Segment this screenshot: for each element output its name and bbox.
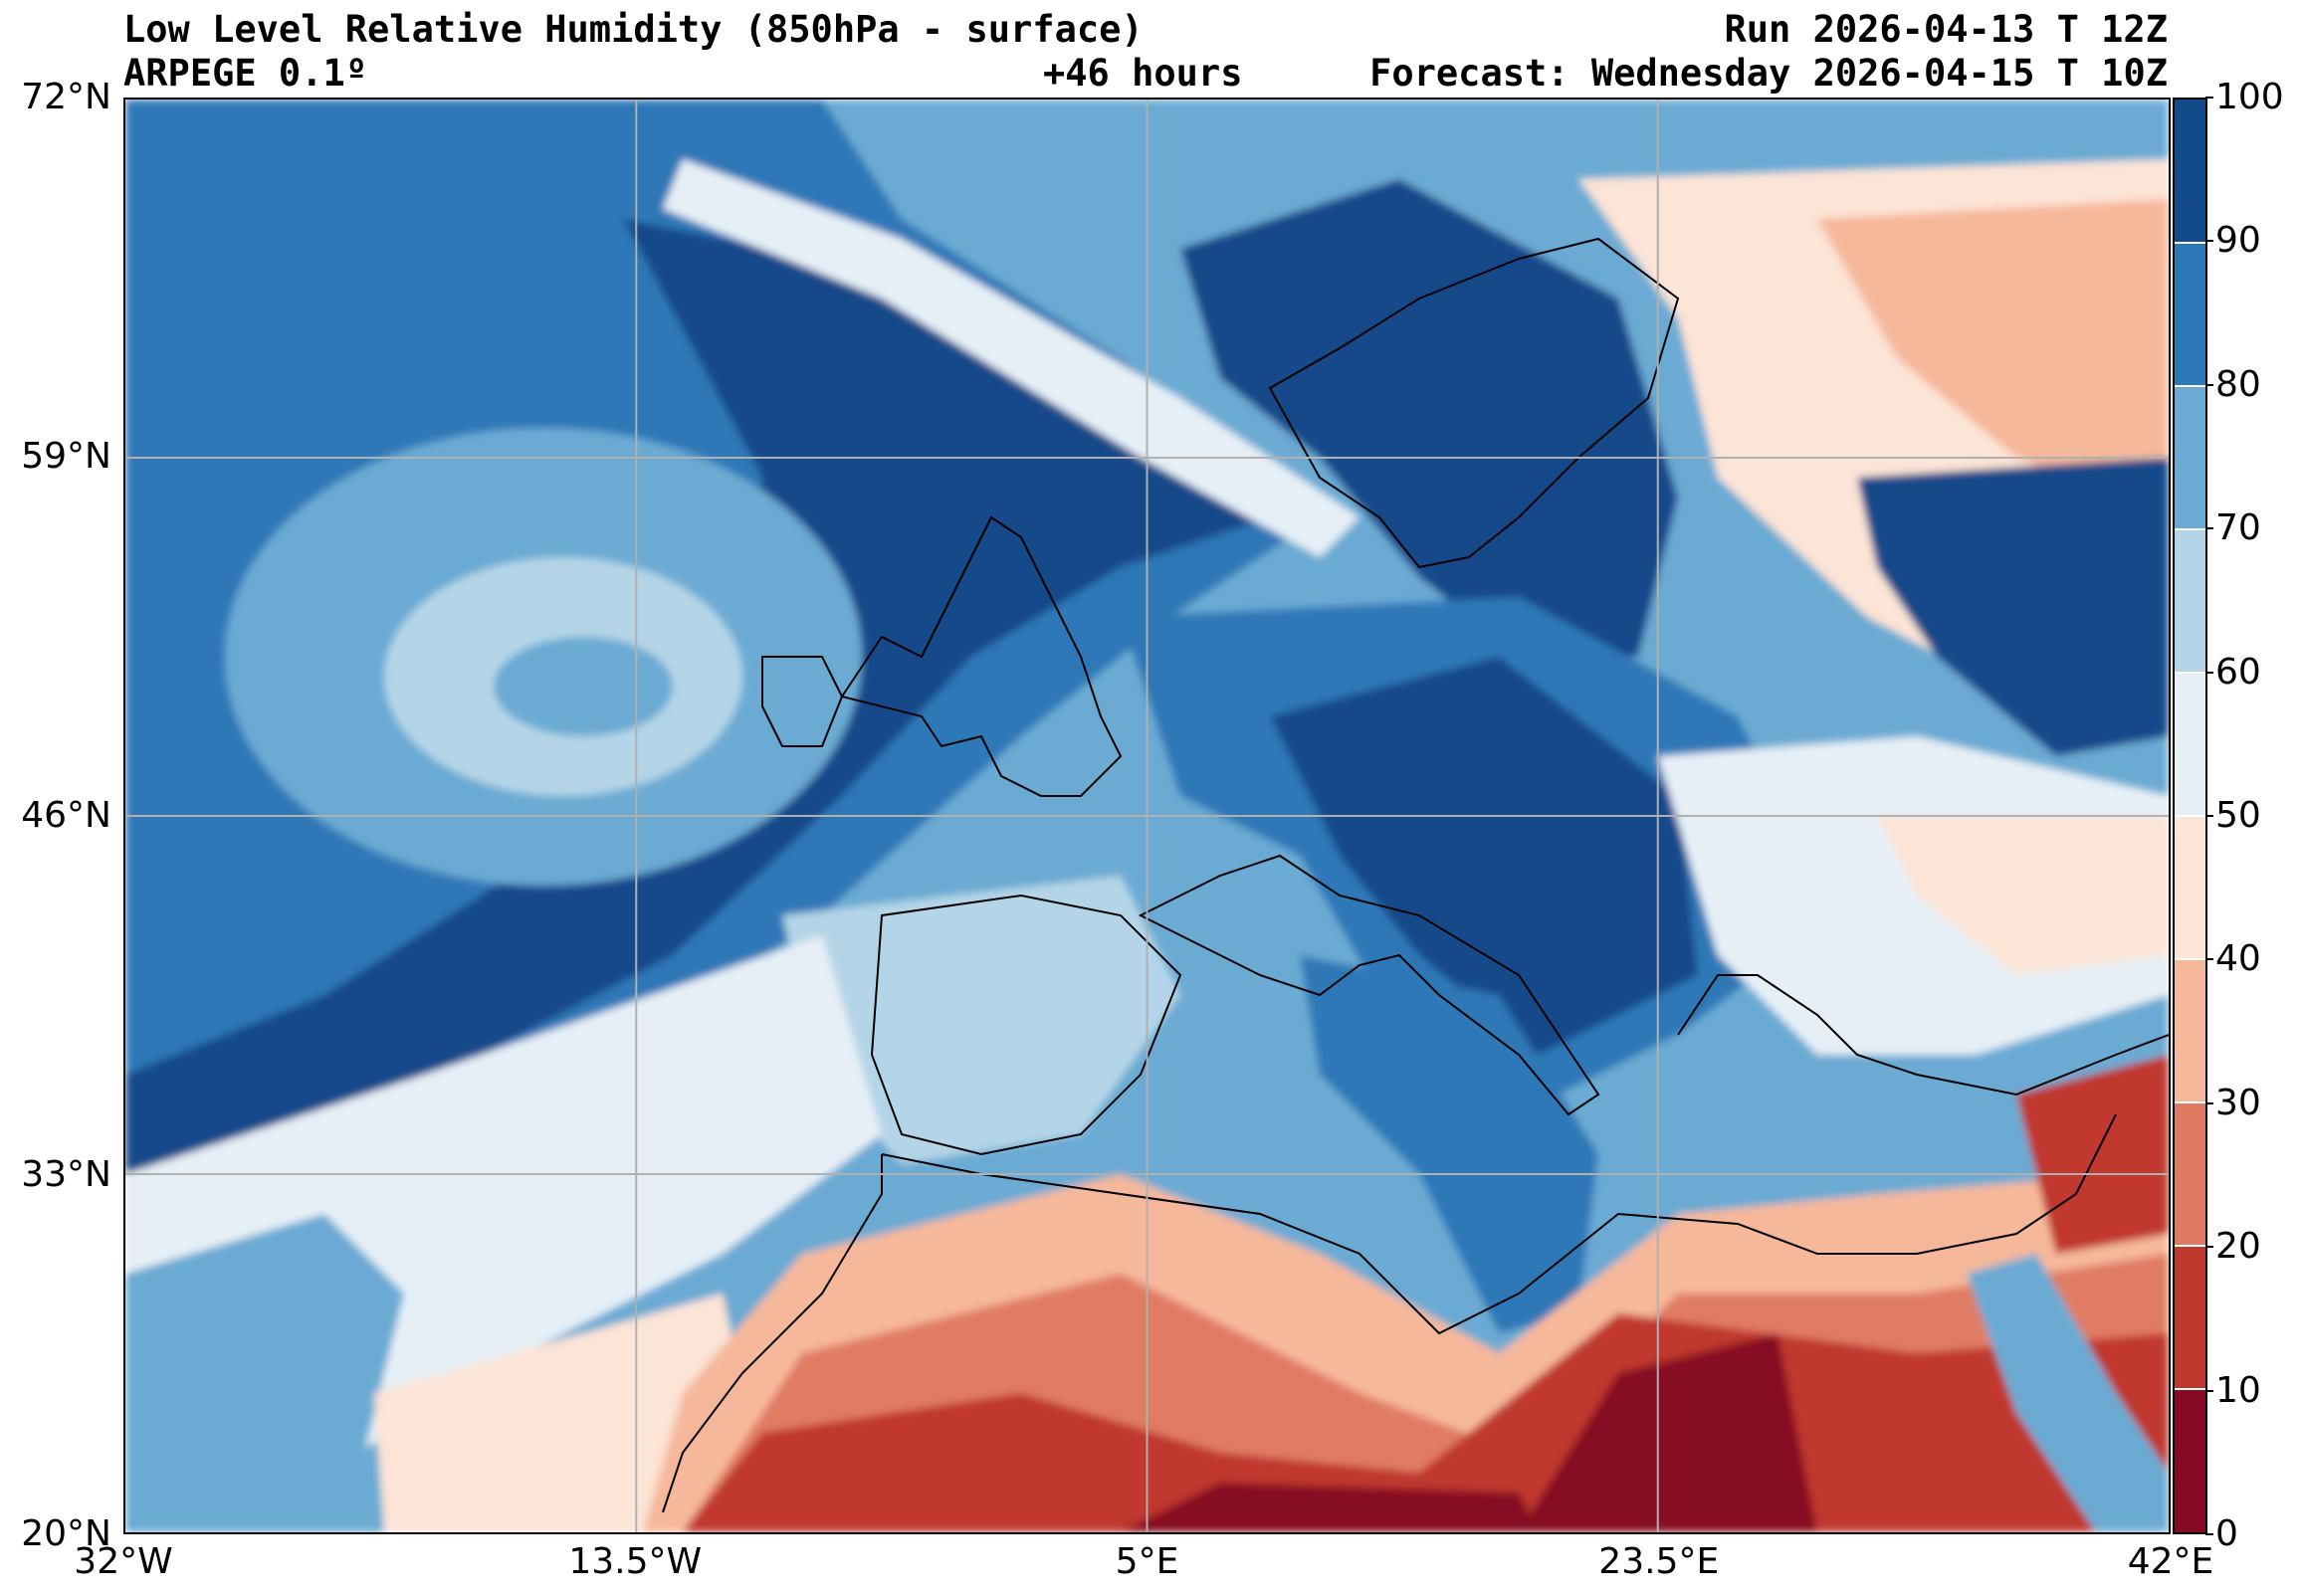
colorbar-label: 0 bbox=[2215, 1513, 2238, 1554]
colorbar-tick bbox=[2205, 1246, 2213, 1249]
longitude-label: 32°W bbox=[74, 1541, 173, 1582]
model-label: ARPEGE 0.1º bbox=[123, 52, 368, 95]
colorbar-tick bbox=[2205, 240, 2213, 243]
colorbar-divider bbox=[2175, 1388, 2205, 1390]
colorbar-divider bbox=[2175, 385, 2205, 387]
longitude-label: 23.5°E bbox=[1598, 1541, 1720, 1582]
colorbar bbox=[2173, 98, 2207, 1534]
colorbar-band bbox=[2175, 100, 2205, 244]
colorbar-label: 20 bbox=[2215, 1226, 2261, 1268]
longitude-label: 5°E bbox=[1115, 1541, 1179, 1582]
colorbar-band bbox=[2175, 959, 2205, 1103]
latitude-label: 72°N bbox=[21, 77, 111, 117]
forecast-label: Forecast: Wednesday 2026-04-15 T 10Z bbox=[1369, 52, 2168, 95]
colorbar-band bbox=[2175, 1102, 2205, 1247]
map-gridlines bbox=[125, 100, 2169, 1532]
colorbar-divider bbox=[2175, 528, 2205, 530]
colorbar-label: 10 bbox=[2215, 1369, 2261, 1411]
colorbar-label: 40 bbox=[2215, 938, 2261, 980]
colorbar-band bbox=[2175, 816, 2205, 960]
colorbar-tick bbox=[2205, 671, 2213, 674]
colorbar-tick bbox=[2205, 1389, 2213, 1392]
colorbar-label: 50 bbox=[2215, 795, 2261, 836]
colorbar-tick bbox=[2205, 1101, 2213, 1104]
humidity-map-canvas bbox=[125, 100, 2169, 1532]
latitude-label: 33°N bbox=[21, 1154, 111, 1195]
colorbar-band bbox=[2175, 529, 2205, 674]
coastlines bbox=[662, 237, 2169, 1513]
colorbar-divider bbox=[2175, 1101, 2205, 1103]
colorbar-divider bbox=[2175, 672, 2205, 674]
colorbar-tick bbox=[2205, 527, 2213, 530]
colorbar-divider bbox=[2175, 242, 2205, 244]
humidity-map bbox=[123, 98, 2171, 1534]
colorbar-band bbox=[2175, 243, 2205, 387]
longitude-label: 42°E bbox=[2127, 1541, 2214, 1582]
lead-time-label: +46 hours bbox=[1043, 52, 1243, 95]
colorbar-divider bbox=[2175, 1245, 2205, 1247]
colorbar-label: 100 bbox=[2215, 77, 2284, 117]
colorbar-band bbox=[2175, 1389, 2205, 1532]
colorbar-label: 30 bbox=[2215, 1082, 2261, 1123]
colorbar-tick bbox=[2205, 383, 2213, 386]
colorbar-divider bbox=[2175, 958, 2205, 960]
colorbar-band bbox=[2175, 386, 2205, 530]
chart-title: Low Level Relative Humidity (850hPa - su… bbox=[123, 8, 1144, 51]
colorbar-label: 80 bbox=[2215, 363, 2261, 405]
longitude-label: 13.5°W bbox=[568, 1541, 703, 1582]
colorbar-label: 60 bbox=[2215, 651, 2261, 693]
colorbar-label: 70 bbox=[2215, 507, 2261, 549]
colorbar-band bbox=[2175, 1246, 2205, 1390]
colorbar-tick bbox=[2205, 1533, 2213, 1535]
latitude-label: 46°N bbox=[21, 795, 111, 836]
latitude-label: 20°N bbox=[21, 1513, 111, 1554]
colorbar-tick bbox=[2205, 97, 2213, 99]
colorbar-label: 90 bbox=[2215, 220, 2261, 262]
latitude-label: 59°N bbox=[21, 436, 111, 477]
colorbar-divider bbox=[2175, 815, 2205, 817]
colorbar-band bbox=[2175, 673, 2205, 817]
run-label: Run 2026-04-13 T 12Z bbox=[1724, 8, 2168, 51]
colorbar-tick bbox=[2205, 958, 2213, 961]
colorbar-tick bbox=[2205, 815, 2213, 817]
